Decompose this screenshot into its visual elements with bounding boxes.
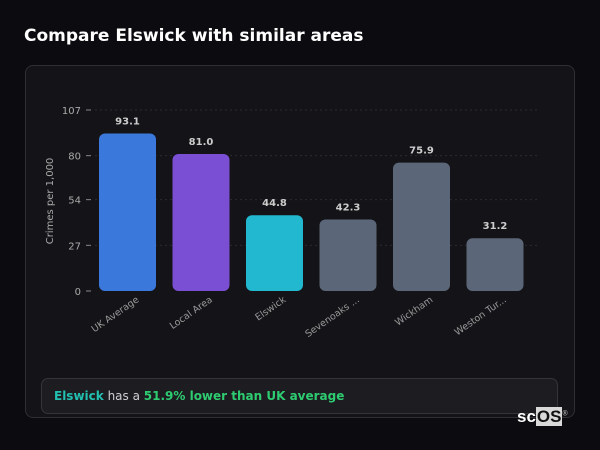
bar-3 bbox=[319, 219, 377, 291]
x-tick-label: UK Average bbox=[90, 294, 142, 335]
bar-value-label: 75.9 bbox=[409, 146, 434, 157]
bar-value-label: 31.2 bbox=[483, 221, 508, 232]
bar-value-label: 81.0 bbox=[189, 137, 214, 148]
summary-area: Elswick bbox=[54, 389, 104, 403]
x-tick-label: Local Area bbox=[168, 294, 215, 331]
x-tick-label: Wickham bbox=[393, 294, 435, 328]
bar-value-label: 42.3 bbox=[336, 202, 361, 213]
y-tick-label: 54 bbox=[68, 196, 81, 207]
bar-5 bbox=[466, 238, 524, 291]
summary-comparison: 51.9% lower than UK average bbox=[143, 389, 345, 403]
y-tick-label: 107 bbox=[62, 106, 81, 117]
x-tick-label: Weston Tur... bbox=[453, 294, 509, 338]
bar-value-label: 93.1 bbox=[115, 117, 140, 128]
bar-1 bbox=[172, 153, 230, 291]
y-tick-label: 0 bbox=[75, 287, 81, 298]
y-axis-label: Crimes per 1,000 bbox=[45, 158, 56, 245]
summary-middle: has a bbox=[103, 389, 144, 403]
logo-text-os: OS bbox=[535, 407, 563, 426]
y-tick-label: 80 bbox=[68, 152, 81, 163]
x-tick-label: Sevenoaks ... bbox=[303, 294, 361, 339]
bar-2 bbox=[246, 215, 303, 291]
x-tick-label: Elswick bbox=[253, 294, 288, 323]
y-tick-label: 27 bbox=[68, 241, 81, 252]
logo-text: sc bbox=[517, 407, 536, 426]
bar-4 bbox=[393, 162, 450, 291]
bar-value-label: 44.8 bbox=[262, 198, 287, 209]
page-title: Compare Elswick with similar areas bbox=[24, 26, 364, 46]
summary-box: Elswick has a 51.9% lower than UK averag… bbox=[41, 378, 558, 414]
logo-mark: ® bbox=[562, 410, 568, 418]
logo: scOS® bbox=[517, 407, 568, 427]
bar-0 bbox=[99, 133, 156, 291]
